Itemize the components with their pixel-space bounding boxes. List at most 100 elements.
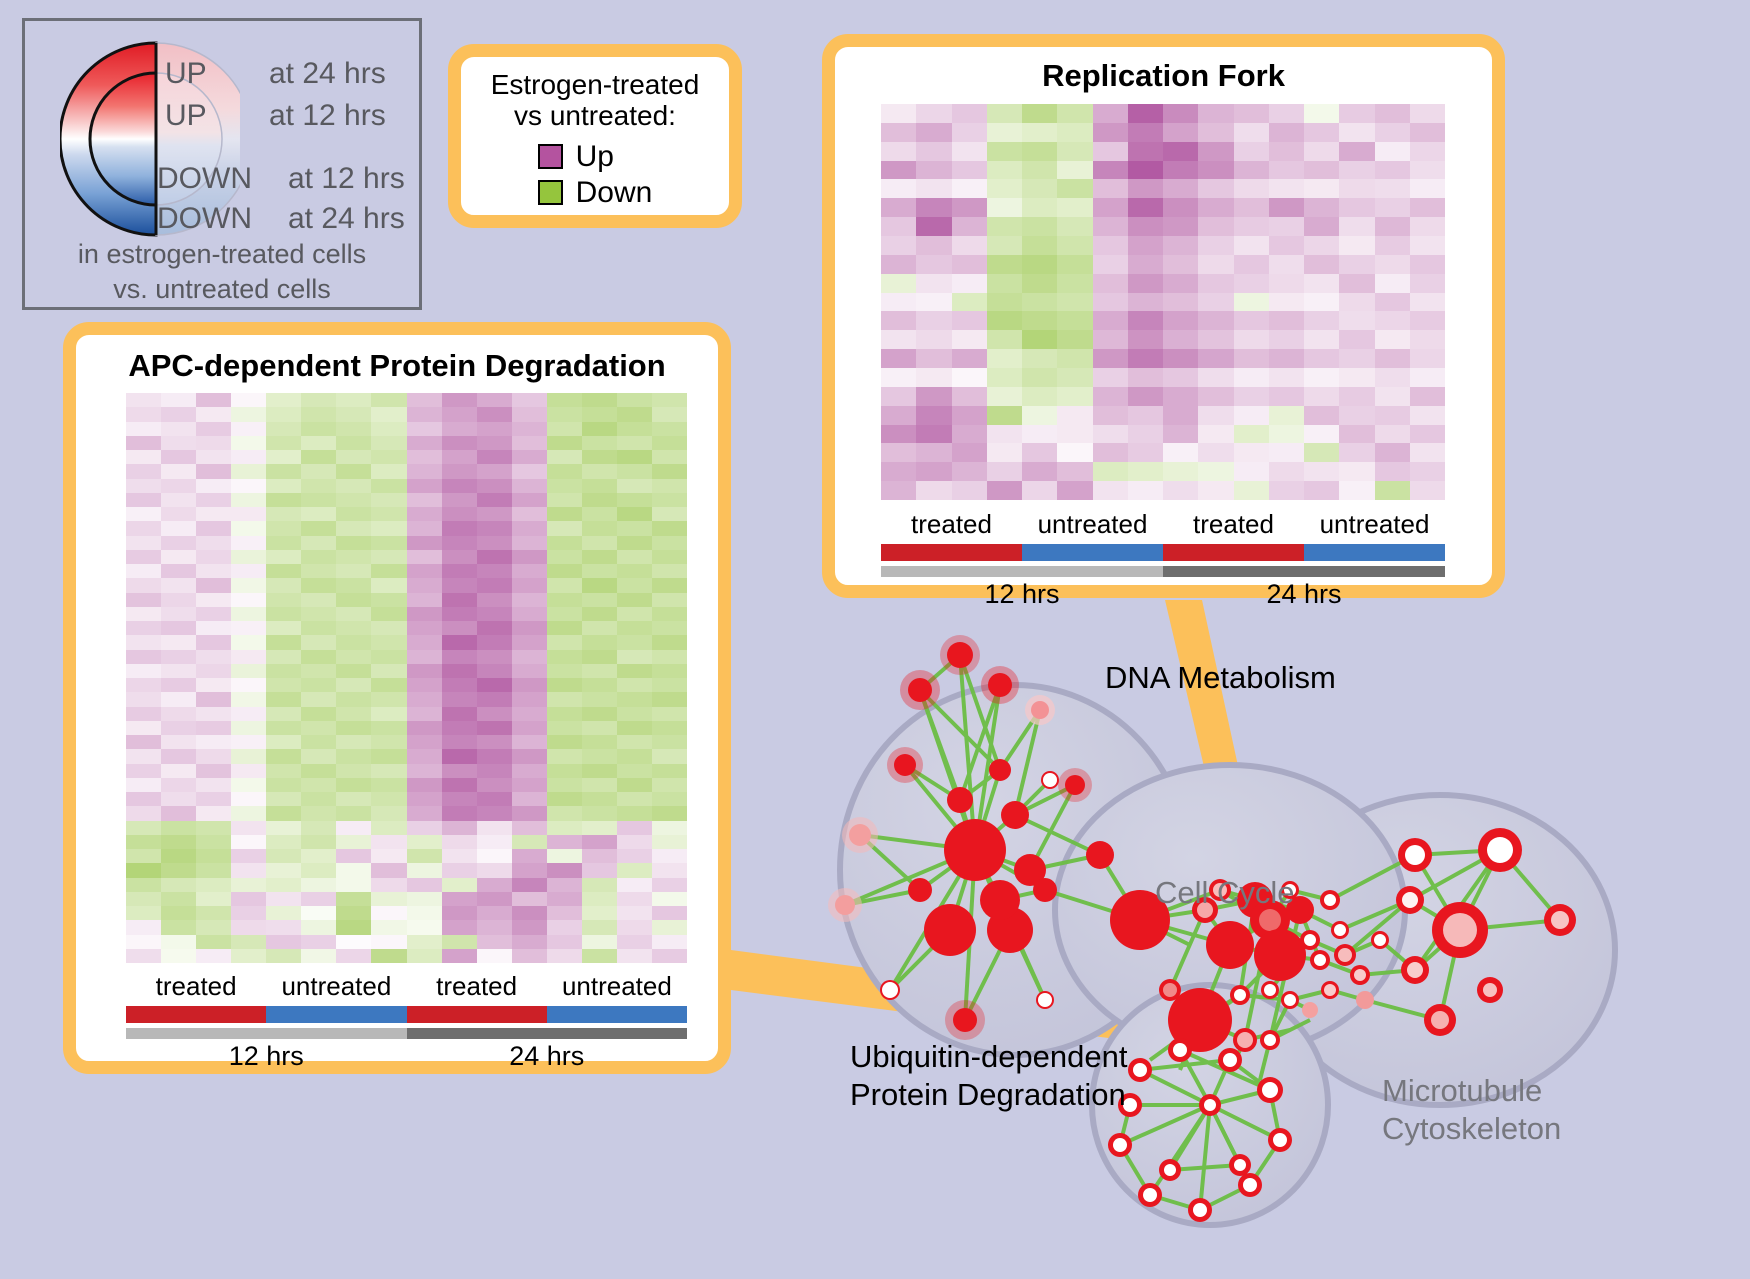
heatmap-cell bbox=[1304, 368, 1340, 387]
heatmap-cell bbox=[231, 435, 267, 450]
heatmap-cell bbox=[651, 592, 687, 607]
heatmap-cell bbox=[651, 492, 687, 507]
heatmap-cell bbox=[581, 549, 617, 564]
heatmap-cell bbox=[581, 749, 617, 764]
apc-degradation-panel: APC-dependent Protein Degradation treate… bbox=[63, 322, 731, 1074]
heatmap-cell bbox=[1092, 179, 1128, 199]
heatmap-cell bbox=[126, 635, 162, 650]
heatmap-cell bbox=[916, 141, 952, 161]
heatmap-cell bbox=[266, 934, 302, 949]
heatmap-cell bbox=[196, 763, 232, 778]
heatmap-cell bbox=[916, 368, 952, 387]
heatmap-cell bbox=[406, 706, 442, 721]
heatmap-cell bbox=[546, 834, 582, 849]
heatmap-cell bbox=[651, 535, 687, 550]
heatmap-cell bbox=[336, 948, 372, 963]
heatmap-cell bbox=[161, 792, 197, 807]
heatmap-cell bbox=[161, 535, 197, 550]
heatmap-cell bbox=[336, 863, 372, 878]
heatmap-cell bbox=[301, 891, 337, 906]
heatmap-cell bbox=[1092, 160, 1128, 180]
heatmap-cell bbox=[476, 792, 512, 807]
heatmap-cell bbox=[406, 592, 442, 607]
heatmap-cell bbox=[126, 435, 162, 450]
heatmap-cell bbox=[126, 663, 162, 678]
heatmap-cell bbox=[301, 478, 337, 493]
heatmap-cell bbox=[616, 578, 652, 593]
heatmap-cell bbox=[651, 606, 687, 621]
heatmap-cell bbox=[1057, 330, 1093, 350]
heatmap-cell bbox=[266, 948, 302, 963]
heatmap-cell bbox=[441, 649, 477, 664]
heatmap-cell bbox=[1233, 386, 1269, 406]
heatmap-cell bbox=[1268, 198, 1304, 218]
heatmap-cell bbox=[1339, 424, 1375, 444]
heatmap-cell bbox=[1163, 386, 1199, 406]
heatmap-cell bbox=[511, 649, 547, 664]
heatmap-cell bbox=[1409, 424, 1445, 444]
heatmap-cell bbox=[1127, 104, 1163, 123]
heatmap-cell bbox=[986, 198, 1022, 218]
cluster-label-microtubule-line1: Microtubule bbox=[1382, 1073, 1543, 1108]
heatmap-cell bbox=[546, 649, 582, 664]
heatmap-cell bbox=[441, 464, 477, 479]
heatmap-cell bbox=[476, 706, 512, 721]
heatmap-cell bbox=[1057, 368, 1093, 387]
heatmap-cell bbox=[651, 649, 687, 664]
heatmap-cell bbox=[371, 393, 407, 408]
heatmap-cell bbox=[231, 649, 267, 664]
heatmap-cell bbox=[161, 492, 197, 507]
heatmap-cell bbox=[546, 606, 582, 621]
heatmap-cell bbox=[616, 720, 652, 735]
heatmap-cell bbox=[196, 564, 232, 579]
heatmap-cell bbox=[441, 478, 477, 493]
heatmap-cell bbox=[1409, 405, 1445, 425]
heatmap-cell bbox=[1268, 481, 1304, 500]
heatmap-cell bbox=[1022, 122, 1058, 142]
heatmap-cell bbox=[546, 407, 582, 422]
heatmap-cell bbox=[1092, 198, 1128, 218]
heatmap-cell bbox=[161, 863, 197, 878]
heatmap-cell bbox=[1304, 273, 1340, 293]
heatmap-cell bbox=[1409, 141, 1445, 161]
heatmap-cell bbox=[616, 478, 652, 493]
heatmap-cell bbox=[1374, 160, 1410, 180]
heatmap-cell bbox=[196, 635, 232, 650]
key-footer-line2: vs. untreated cells bbox=[113, 273, 331, 304]
heatmap-cell bbox=[126, 464, 162, 479]
heatmap-cell bbox=[546, 920, 582, 935]
heatmap-cell bbox=[301, 763, 337, 778]
heatmap-cell bbox=[651, 948, 687, 963]
heatmap-cell bbox=[196, 877, 232, 892]
heatmap-cell bbox=[161, 421, 197, 436]
heatmap-cell bbox=[616, 521, 652, 536]
heatmap-cell bbox=[881, 104, 917, 123]
heatmap-cell bbox=[1233, 481, 1269, 500]
heatmap-cell bbox=[476, 621, 512, 636]
heatmap-cell bbox=[1304, 236, 1340, 255]
heatmap-cell bbox=[881, 405, 917, 425]
heatmap-cell bbox=[1233, 368, 1269, 387]
heatmap-cell bbox=[916, 349, 952, 368]
heatmap-cell bbox=[406, 663, 442, 678]
heatmap-cell bbox=[1339, 368, 1375, 387]
heatmap-cell bbox=[371, 720, 407, 735]
heatmap-cell bbox=[336, 521, 372, 536]
heatmap-cell bbox=[986, 405, 1022, 425]
heatmap-cell bbox=[406, 621, 442, 636]
heatmap-cell bbox=[476, 535, 512, 550]
heatmap-cell bbox=[1022, 160, 1058, 180]
cluster-label-dna-metabolism: DNA Metabolism bbox=[1105, 660, 1336, 695]
heatmap-cell bbox=[1198, 405, 1234, 425]
heatmap-cell bbox=[476, 948, 512, 963]
heatmap-cell bbox=[336, 806, 372, 821]
heatmap-cell bbox=[301, 549, 337, 564]
heatmap-cell bbox=[476, 564, 512, 579]
heatmap-cell bbox=[161, 906, 197, 921]
heatmap-cell bbox=[651, 863, 687, 878]
key-footer-line1: in estrogen-treated cells bbox=[77, 239, 367, 269]
heatmap-cell bbox=[616, 863, 652, 878]
heatmap-cell bbox=[336, 621, 372, 636]
heatmap-cell bbox=[951, 198, 987, 218]
heatmap-cell bbox=[196, 720, 232, 735]
